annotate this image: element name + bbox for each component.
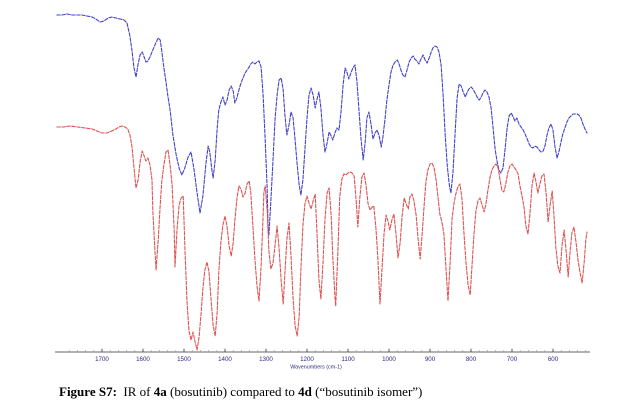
x-axis-tick-label: 1000 xyxy=(382,356,396,363)
caption-bold-segment: 4a xyxy=(153,384,167,399)
x-axis-tick-label: 900 xyxy=(425,356,436,363)
caption-bold-segment: Figure S7: xyxy=(59,384,117,399)
caption-text-segment: (bosutinib) compared to xyxy=(166,384,299,399)
ir-spectra-chart-area: 1700 1600 1500 1400 1300 1200 1100 1000 900 800 70… xyxy=(55,13,590,371)
x-axis-tick-label: 1500 xyxy=(177,356,191,363)
caption-bold-segment: 4d xyxy=(298,384,312,399)
x-axis-title: Wavenumbers (cm-1) xyxy=(290,365,342,371)
blue-spectrum-trace xyxy=(56,13,588,236)
ir-spectra-chart: 1700 1600 1500 1400 1300 1200 1100 1000 900 800 70… xyxy=(55,13,590,371)
x-axis-tick-label: 600 xyxy=(548,356,559,363)
x-axis-tick-label: 1300 xyxy=(259,356,273,363)
x-axis-tick-label: 800 xyxy=(466,356,477,363)
caption-text-segment: IR of xyxy=(116,384,154,399)
x-axis-tick-label: 1400 xyxy=(218,356,232,363)
x-axis-tick-label: 1200 xyxy=(300,356,314,363)
x-axis-tick-label: 1600 xyxy=(136,356,150,363)
figure-caption: Figure S7: IR of 4a (bosutinib) compared… xyxy=(59,384,619,400)
x-axis-tick-label: 700 xyxy=(507,356,518,363)
caption-text-segment: (“bosutinib isomer”) xyxy=(311,384,423,399)
x-axis-tick-label: 1100 xyxy=(341,356,355,363)
x-axis-tick-label: 1700 xyxy=(95,356,109,363)
red-spectrum-trace xyxy=(56,125,588,351)
